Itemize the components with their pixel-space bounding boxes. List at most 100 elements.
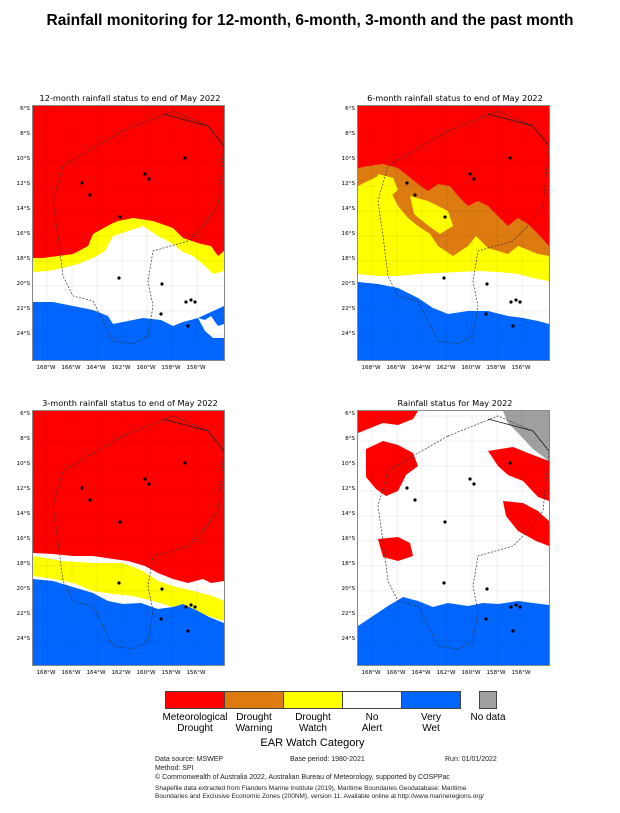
lat-tick-label: 14°S	[16, 511, 30, 517]
lat-tick-label: 20°S	[341, 281, 355, 287]
legend-swatch-warning	[224, 691, 284, 709]
lat-tick-label: 12°S	[341, 181, 355, 187]
footer-data-source: Data source: MSWEP	[155, 756, 224, 763]
lon-tick-label: 160°W	[461, 365, 481, 371]
lat-tick-label: 10°S	[16, 156, 30, 162]
lat-tick-label: 6°S	[20, 106, 30, 112]
lat-tick-label: 20°S	[16, 281, 30, 287]
lat-tick-label: 12°S	[341, 486, 355, 492]
panel-title: Rainfall status for May 2022	[397, 398, 513, 408]
lat-tick-label: 6°S	[345, 106, 355, 112]
lat-tick-label: 22°S	[16, 306, 30, 312]
lat-tick-label: 12°S	[16, 486, 30, 492]
lat-tick-label: 10°S	[16, 461, 30, 467]
lon-tick-label: 168°W	[36, 670, 56, 676]
lat-tick-label: 6°S	[20, 411, 30, 417]
lat-tick-label: 10°S	[341, 461, 355, 467]
lat-tick-label: 8°S	[20, 436, 30, 442]
map-grid	[33, 411, 224, 665]
map-grid	[358, 411, 549, 665]
legend-label: Drought Warning	[235, 712, 273, 734]
lon-tick-label: 164°W	[86, 365, 106, 371]
map-panel-past-month: Rainfall status for May 2022 6°S 8°S 10°…	[335, 398, 595, 688]
lon-tick-label: 156°W	[511, 365, 531, 371]
lon-tick-label: 158°W	[161, 670, 181, 676]
panel-title: 3-month rainfall status to end of May 20…	[42, 398, 218, 408]
lat-tick-label: 14°S	[341, 511, 355, 517]
legend-swatch-watch	[283, 691, 343, 709]
panel-title: 12-month rainfall status to end of May 2…	[39, 93, 221, 103]
rainfall-map	[357, 410, 550, 666]
lat-tick-label: 14°S	[341, 206, 355, 212]
lon-tick-label: 162°W	[436, 670, 456, 676]
lon-tick-label: 164°W	[86, 670, 106, 676]
lon-tick-label: 158°W	[486, 670, 506, 676]
lon-tick-label: 162°W	[111, 670, 131, 676]
lon-tick-label: 166°W	[61, 365, 81, 371]
lon-tick-label: 158°W	[161, 365, 181, 371]
lat-tick-label: 22°S	[16, 611, 30, 617]
lon-tick-label: 160°W	[136, 670, 156, 676]
lat-tick-label: 14°S	[16, 206, 30, 212]
lat-tick-label: 18°S	[341, 561, 355, 567]
lon-tick-label: 160°W	[461, 670, 481, 676]
rainfall-map	[357, 105, 550, 361]
lon-tick-label: 168°W	[361, 670, 381, 676]
lat-tick-label: 20°S	[16, 586, 30, 592]
lat-tick-label: 24°S	[341, 636, 355, 642]
legend-label: No Alert	[361, 712, 383, 734]
lon-tick-label: 156°W	[186, 365, 206, 371]
lat-tick-label: 16°S	[341, 231, 355, 237]
footer-shapefile: Shapefile data extracted from Flanders M…	[155, 785, 467, 792]
legend-label: Meteorological Drought	[162, 712, 228, 734]
legend-title: EAR Watch Category	[260, 737, 365, 749]
rainfall-map	[32, 105, 225, 361]
lat-tick-label: 18°S	[16, 561, 30, 567]
map-grid	[358, 106, 549, 360]
lat-tick-label: 18°S	[16, 256, 30, 262]
lat-tick-label: 6°S	[345, 411, 355, 417]
lat-tick-label: 22°S	[341, 611, 355, 617]
legend-swatch-very-wet	[401, 691, 461, 709]
lon-tick-label: 162°W	[436, 365, 456, 371]
lon-tick-label: 160°W	[136, 365, 156, 371]
footer-run: Run: 01/01/2022	[445, 756, 497, 763]
lon-tick-label: 164°W	[411, 670, 431, 676]
panel-title: 6-month rainfall status to end of May 20…	[367, 93, 543, 103]
lon-tick-label: 156°W	[511, 670, 531, 676]
lat-tick-label: 8°S	[345, 131, 355, 137]
lat-tick-label: 24°S	[16, 636, 30, 642]
lat-tick-label: 20°S	[341, 586, 355, 592]
lat-tick-label: 12°S	[16, 181, 30, 187]
footer-copyright: © Commonwealth of Australia 2022, Austra…	[155, 774, 450, 781]
footer-method: Method: SPI	[155, 765, 194, 772]
lon-tick-label: 168°W	[36, 365, 56, 371]
legend-label: Drought Watch	[295, 712, 331, 734]
legend-swatch-drought	[165, 691, 225, 709]
lat-tick-label: 24°S	[341, 331, 355, 337]
legend-swatch-no-alert	[342, 691, 402, 709]
lat-tick-label: 24°S	[16, 331, 30, 337]
lat-tick-label: 18°S	[341, 256, 355, 262]
rainfall-map	[32, 410, 225, 666]
lon-tick-label: 162°W	[111, 365, 131, 371]
legend-label: No data	[470, 712, 506, 723]
lat-tick-label: 22°S	[341, 306, 355, 312]
map-panel-6-month: 6-month rainfall status to end of May 20…	[335, 93, 595, 383]
lat-tick-label: 8°S	[345, 436, 355, 442]
lon-tick-label: 166°W	[386, 365, 406, 371]
legend-label: Very Wet	[420, 712, 441, 734]
legend-swatch-no-data	[479, 691, 497, 709]
legend: Meteorological Drought Drought Warning D…	[162, 691, 515, 751]
lat-tick-label: 16°S	[16, 231, 30, 237]
lon-tick-label: 168°W	[361, 365, 381, 371]
lon-tick-label: 166°W	[61, 670, 81, 676]
lat-tick-label: 16°S	[341, 536, 355, 542]
lon-tick-label: 158°W	[486, 365, 506, 371]
lat-tick-label: 16°S	[16, 536, 30, 542]
footer-base-period: Base period: 1980-2021	[290, 756, 365, 763]
lon-tick-label: 156°W	[186, 670, 206, 676]
map-grid	[33, 106, 224, 360]
map-panel-3-month: 3-month rainfall status to end of May 20…	[10, 398, 270, 688]
footer-shapefile: Boundaries and Exclusive Economic Zones …	[155, 793, 484, 800]
